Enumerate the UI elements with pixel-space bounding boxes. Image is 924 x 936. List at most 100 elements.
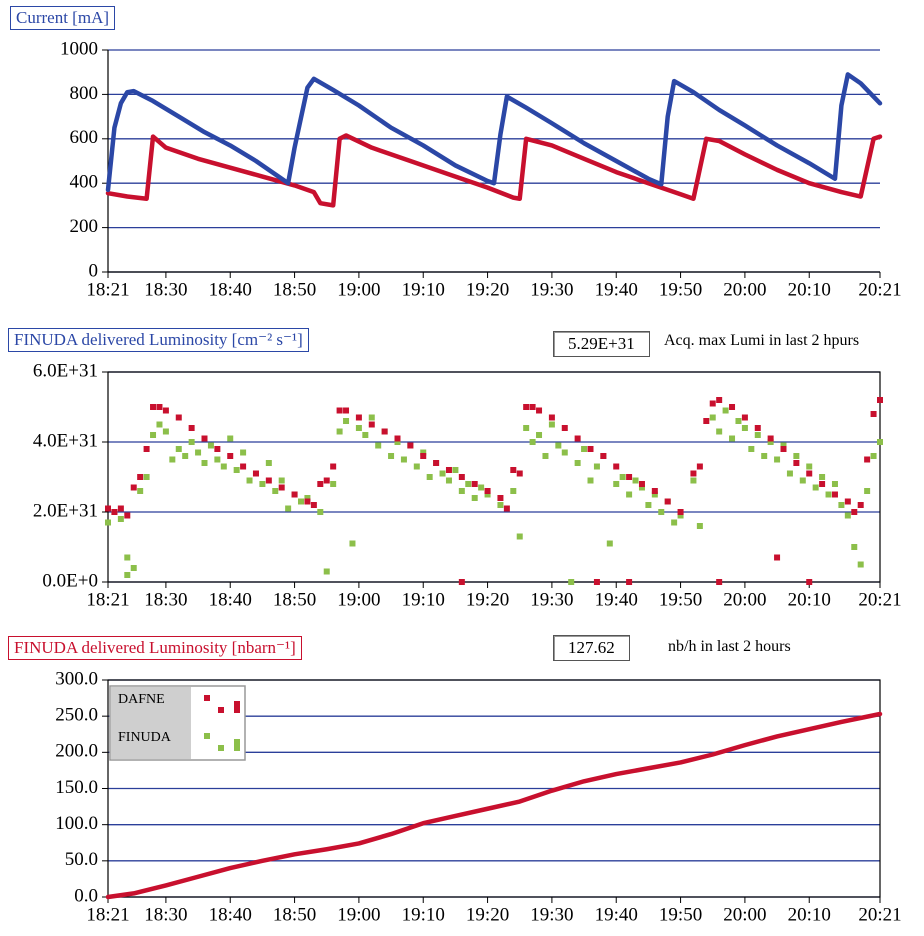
data-point [716, 428, 723, 435]
x-tick-label: 20:21 [858, 589, 901, 610]
data-point [716, 579, 723, 585]
x-tick-label: 19:30 [530, 279, 573, 300]
data-point [851, 544, 858, 550]
data-point [806, 470, 813, 477]
data-point [497, 502, 504, 508]
x-tick-label: 20:00 [723, 589, 766, 610]
legend-swatch [234, 739, 240, 745]
y-tick-label: 1000 [60, 38, 98, 59]
data-point [754, 432, 761, 438]
data-point [233, 467, 240, 473]
data-point [851, 509, 858, 515]
data-point [252, 470, 259, 477]
data-point [806, 463, 813, 470]
data-point [748, 446, 755, 452]
data-point [195, 449, 202, 456]
data-point [780, 442, 787, 449]
data-point [458, 474, 465, 480]
data-point [124, 554, 131, 561]
data-point [799, 477, 806, 484]
data-point [355, 414, 362, 421]
data-point [420, 453, 427, 459]
data-point [362, 432, 369, 438]
data-point [169, 456, 176, 463]
data-point [452, 467, 459, 473]
data-point [735, 418, 742, 424]
data-point [182, 453, 189, 459]
data-point [774, 456, 781, 463]
data-point [658, 509, 665, 515]
x-tick-label: 18:50 [273, 904, 316, 925]
data-point [696, 523, 703, 529]
x-tick-label: 18:21 [86, 589, 129, 610]
y-tick-label: 250.0 [55, 705, 98, 726]
data-point [831, 481, 838, 487]
x-tick-label: 18:30 [144, 904, 187, 925]
data-point [722, 407, 729, 414]
data-point [593, 579, 600, 585]
data-point [343, 418, 350, 424]
data-point [368, 421, 375, 428]
data-point [536, 407, 543, 414]
data-point [600, 453, 607, 459]
panel: 0.0 50.0 100.0 150.0 200.0 250.0 300.0 18:21 18:… [55, 668, 901, 925]
legend-label: FINUDA [118, 730, 172, 745]
x-tick-label: 20:21 [858, 279, 901, 300]
data-point [137, 474, 144, 480]
data-point [336, 428, 343, 435]
x-tick-label: 19:40 [595, 589, 638, 610]
data-point [349, 540, 356, 547]
data-point [188, 439, 195, 445]
data-point [278, 477, 285, 484]
data-point [317, 481, 324, 487]
data-point [368, 414, 375, 421]
data-point [529, 404, 536, 410]
data-point [246, 477, 253, 484]
data-point [117, 516, 124, 522]
data-point [716, 397, 723, 403]
data-point [458, 579, 465, 585]
y-tick-label: 100.0 [55, 813, 98, 834]
data-point [143, 474, 150, 480]
data-point [214, 446, 221, 452]
data-point [227, 453, 234, 459]
data-point [729, 435, 736, 442]
data-point [516, 470, 523, 477]
data-point [606, 540, 613, 547]
data-point [207, 442, 214, 449]
legend-swatch [204, 695, 210, 701]
data-point [111, 509, 118, 515]
x-tick-label: 20:00 [723, 904, 766, 925]
data-point [156, 404, 163, 410]
data-point [690, 470, 697, 477]
data-point [394, 439, 401, 445]
x-tick-label: 18:30 [144, 589, 187, 610]
x-tick-label: 19:40 [595, 279, 638, 300]
data-point [201, 460, 208, 466]
x-tick-label: 20:10 [788, 589, 831, 610]
data-point [555, 442, 562, 449]
data-point [388, 453, 395, 459]
data-point [259, 481, 266, 487]
data-point [503, 505, 510, 512]
data-point [400, 456, 407, 463]
data-point [767, 439, 774, 445]
legend-swatch [234, 707, 240, 713]
data-point [175, 446, 182, 452]
data-point [561, 449, 568, 456]
data-point [381, 428, 388, 435]
data-point [542, 453, 549, 459]
data-point [285, 505, 292, 512]
data-point [445, 467, 452, 473]
data-point [413, 463, 420, 470]
x-tick-label: 20:10 [788, 904, 831, 925]
data-point [651, 491, 658, 498]
x-tick-label: 18:50 [273, 589, 316, 610]
data-point [870, 453, 877, 459]
y-tick-label: 0.0 [74, 885, 98, 906]
x-tick-label: 18:21 [86, 279, 129, 300]
data-point [265, 477, 272, 484]
x-tick-label: 20:10 [788, 279, 831, 300]
